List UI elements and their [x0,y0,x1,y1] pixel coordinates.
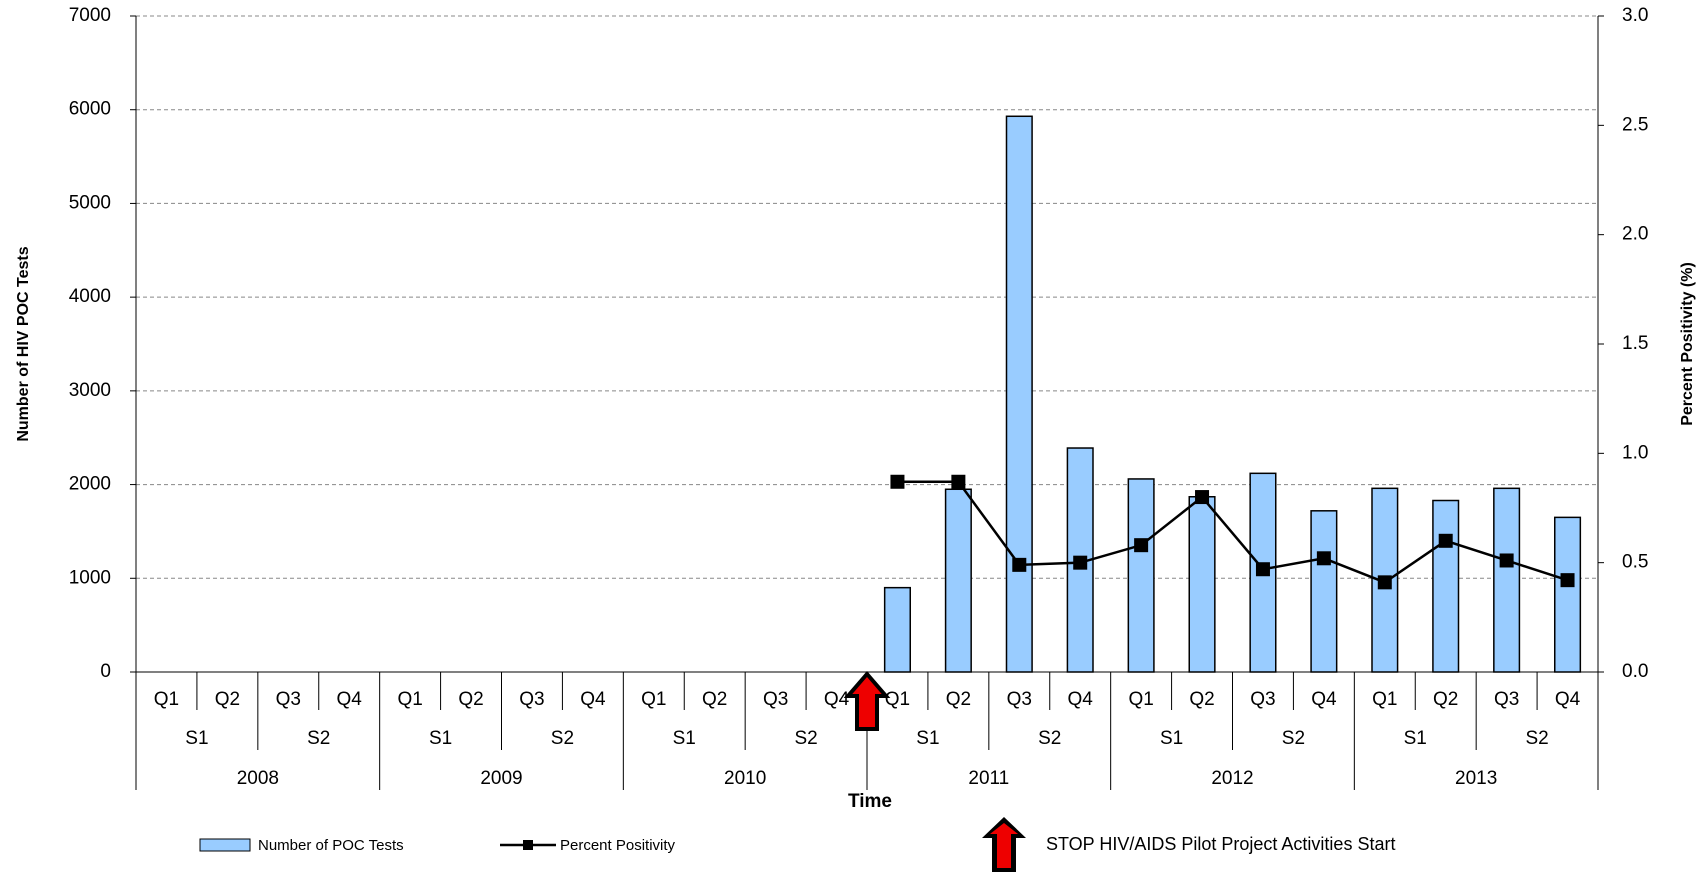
legend-label: Percent Positivity [560,837,676,854]
y2-tick-label: 0.5 [1622,552,1648,573]
legend-marker [523,840,533,850]
semester-label: S1 [916,728,939,749]
bar [1188,496,1216,673]
line-marker [1195,490,1210,505]
x-tick-label: Q3 [763,689,788,710]
y-tick-label: 3000 [69,380,111,401]
line-marker [1134,538,1149,553]
line-marker [1377,575,1392,590]
x-tick-label: Q4 [1068,689,1094,710]
x-tick-label: Q3 [276,689,301,710]
y2-tick-label: 0.0 [1622,661,1648,682]
line-marker [1012,557,1027,572]
semester-label: S2 [1038,728,1061,749]
annotation-text: STOP HIV/AIDS Pilot Project Activities S… [1046,834,1395,854]
x-tick-label: Q1 [154,689,179,710]
x-tick-label: Q2 [1433,689,1458,710]
bar [1127,478,1155,673]
y2-tick-label: 2.0 [1622,224,1648,245]
line-marker [1316,551,1331,566]
year-label: 2012 [1211,768,1253,789]
x-tick-label: Q4 [1311,689,1337,710]
x-tick-label: Q4 [824,689,850,710]
x-tick-label: Q4 [337,689,363,710]
semester-label: S2 [307,728,330,749]
semester-label: S1 [673,728,696,749]
line-marker [1499,553,1514,568]
x-tick-label: Q3 [1007,689,1032,710]
line-marker [951,474,966,489]
x-tick-label: Q1 [641,689,666,710]
legend-label: Number of POC Tests [258,837,404,854]
bar [883,586,912,673]
x-tick-label: Q2 [702,689,727,710]
y2-tick-label: 2.5 [1622,114,1648,135]
x-tick-label: Q2 [1189,689,1214,710]
x-tick-label: Q3 [1250,689,1275,710]
line-marker [1255,562,1270,577]
semester-label: S2 [1525,728,1548,749]
x-tick-label: Q2 [215,689,240,710]
x-tick-label: Q3 [1494,689,1519,710]
line-marker [1438,533,1453,548]
line-marker [1560,573,1575,588]
x-tick-label: Q4 [1555,689,1581,710]
y-tick-label: 5000 [69,192,111,213]
semester-label: S2 [794,728,817,749]
x-tick-label: Q1 [1128,689,1153,710]
y-tick-label: 7000 [69,5,111,26]
x-tick-label: Q3 [519,689,544,710]
y-tick-label: 2000 [69,474,111,495]
line-marker [890,474,905,489]
y2-axis-title: Percent Positivity (%) [1679,262,1696,426]
semester-label: S1 [1404,728,1427,749]
x-axis-title: Time [848,791,892,812]
line-marker [1073,555,1088,570]
y-tick-label: 0 [100,661,111,682]
bar [1493,487,1521,673]
legend-swatch [199,838,251,852]
x-tick-label: Q1 [885,689,910,710]
semester-label: S1 [1160,728,1183,749]
bar [1553,516,1582,673]
x-tick-label: Q4 [580,689,606,710]
year-label: 2013 [1455,768,1497,789]
bar [1432,499,1460,673]
x-tick-label: Q1 [1372,689,1397,710]
annotation-arrow-legend-fill [990,823,1018,868]
line [897,480,1568,584]
bar [944,488,972,673]
y-axis-title: Number of HIV POC Tests [15,246,32,441]
y2-tick-label: 3.0 [1622,5,1648,26]
x-tick-label: Q2 [458,689,483,710]
semester-label: S1 [429,728,452,749]
y-tick-label: 4000 [69,286,111,307]
y2-tick-label: 1.5 [1622,333,1648,354]
year-label: 2009 [480,768,522,789]
y-tick-label: 1000 [69,567,111,588]
bar [1005,115,1033,673]
semester-label: S1 [185,728,208,749]
x-tick-label: Q2 [946,689,971,710]
bar [1310,510,1338,673]
year-label: 2010 [724,768,766,789]
y2-tick-label: 1.0 [1622,442,1648,463]
semester-label: S2 [551,728,574,749]
x-tick-label: Q1 [397,689,422,710]
annotation-arrow [843,670,891,731]
year-label: 2008 [237,768,279,789]
y-tick-label: 6000 [69,99,111,120]
semester-label: S2 [1282,728,1305,749]
year-label: 2011 [968,768,1009,789]
